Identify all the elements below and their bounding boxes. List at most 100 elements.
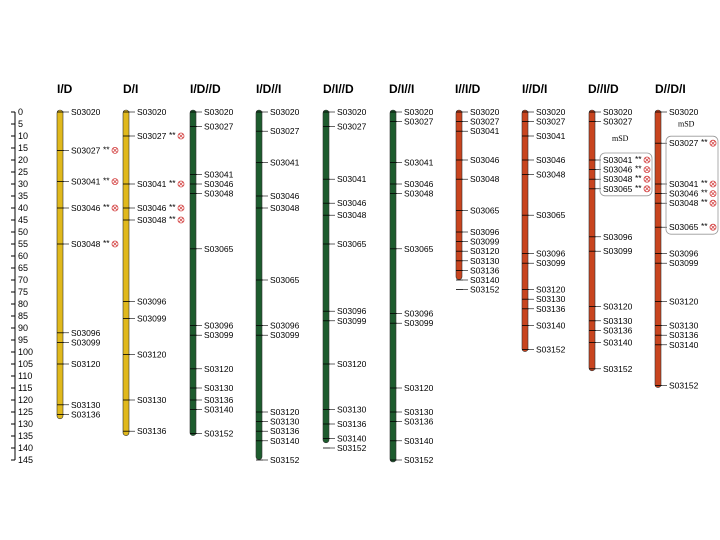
marker-label: S03136 [404,417,434,427]
marker-label: S03020 [204,107,234,117]
marker-label: S03152 [204,429,234,439]
scale-tick-label: 55 [18,239,28,249]
significance-cross-stroke [178,217,184,223]
significance-cross-stroke [178,181,184,187]
marker-label: S03096 [404,309,434,319]
marker-label: S03046 [603,165,633,175]
significance-cross-stroke [710,191,716,196]
scale-tick-label: 35 [18,191,28,201]
scale-tick-label: 10 [18,131,28,141]
marker-label: S03140 [204,405,234,415]
marker-label: S03136 [270,426,300,436]
marker-label: S03140 [603,337,633,347]
significance-cross-stroke [112,241,118,247]
marker-label: S03048 [71,239,101,249]
significance-cross-stroke [178,133,184,139]
scale-tick-label: 20 [18,155,28,165]
scale-tick-label: 85 [18,311,28,321]
marker-label: S03046 [71,203,101,213]
marker-label: S03152 [404,455,434,465]
marker-label: S03046 [669,189,699,199]
msd-label: mSD [612,134,629,143]
significance-stars: ** [169,214,176,224]
scale-tick-label: 50 [18,227,28,237]
marker-label: S03065 [536,210,566,220]
significance-cross-stroke [644,157,650,163]
significance-circle-icon [643,156,651,164]
significance-circle-icon [709,190,717,198]
significance-circle-icon [709,180,717,188]
significance-circle-icon [111,240,119,248]
marker-label: S03048 [270,203,300,213]
marker-label: S03120 [536,285,566,295]
marker-label: S03136 [71,409,101,419]
scale-tick-label: 25 [18,167,28,177]
marker-label: S03136 [470,265,500,275]
marker-label: S03046 [204,179,234,189]
scale-tick-label: 115 [18,383,32,393]
significance-cross-stroke [112,148,118,153]
significance-stars: ** [169,202,176,212]
marker-label: S03130 [470,256,500,266]
marker-label: S03041 [669,179,699,189]
significance-stars: ** [103,202,110,212]
chromosome-bar [189,109,197,436]
scale-tick-label: 75 [18,287,28,297]
marker-label: S03020 [669,107,699,117]
marker-label: S03020 [470,107,500,117]
marker-label: S03048 [470,174,500,184]
scale-tick-label: 130 [18,419,33,429]
significance-circle-icon [643,175,651,183]
marker-label: S03099 [204,330,234,340]
significance-circle-icon [709,223,717,231]
marker-label: S03096 [270,321,300,331]
marker-label: S03027 [470,117,500,127]
marker-label: S03120 [669,297,699,307]
significance-circle-icon [177,132,185,140]
marker-label: S03096 [71,328,101,338]
chromosome-header: I/D [57,82,73,96]
marker-label: S03099 [337,316,367,326]
marker-label: S03041 [204,169,234,179]
significance-stars: ** [701,178,708,188]
scale-tick-label: 90 [18,323,28,333]
marker-label: S03099 [669,258,699,268]
scale-tick-label: 95 [18,335,28,345]
marker-label: S03130 [71,400,101,410]
scale-tick-label: 70 [18,275,28,285]
marker-label: S03046 [470,155,500,165]
chromosome-header: I/D//D [190,82,221,96]
marker-label: S03099 [404,318,434,328]
significance-cross-stroke [644,186,650,192]
marker-label: S03130 [669,321,699,331]
marker-label: S03020 [404,107,434,117]
chromosome-bar [322,109,330,444]
marker-label: S03041 [270,157,300,167]
marker-label: S03020 [337,107,367,117]
marker-label: S03046 [536,155,566,165]
marker-label: S03027 [137,131,167,141]
marker-label: S03130 [337,405,367,415]
marker-label: S03136 [204,395,234,405]
marker-label: S03136 [337,419,367,429]
marker-label: S03065 [470,205,500,215]
marker-label: S03130 [404,407,434,417]
marker-label: S03140 [270,436,300,446]
chromosome-bar [588,109,596,372]
chromosome-header: D//D/I [655,82,686,96]
significance-cross-stroke [710,140,716,146]
marker-label: S03041 [137,179,167,189]
scale-tick-label: 135 [18,431,33,441]
chromosome-header: I/D//I [256,82,281,96]
marker-label: S03152 [536,345,566,355]
significance-cross-stroke [112,205,118,211]
marker-label: S03041 [536,131,566,141]
marker-label: S03120 [204,364,234,374]
marker-label: S03136 [536,304,566,314]
scale-tick-label: 45 [18,215,28,225]
significance-cross-stroke [644,167,650,172]
marker-label: S03096 [669,249,699,259]
marker-label: S03020 [137,107,167,117]
significance-circle-icon [643,185,651,193]
